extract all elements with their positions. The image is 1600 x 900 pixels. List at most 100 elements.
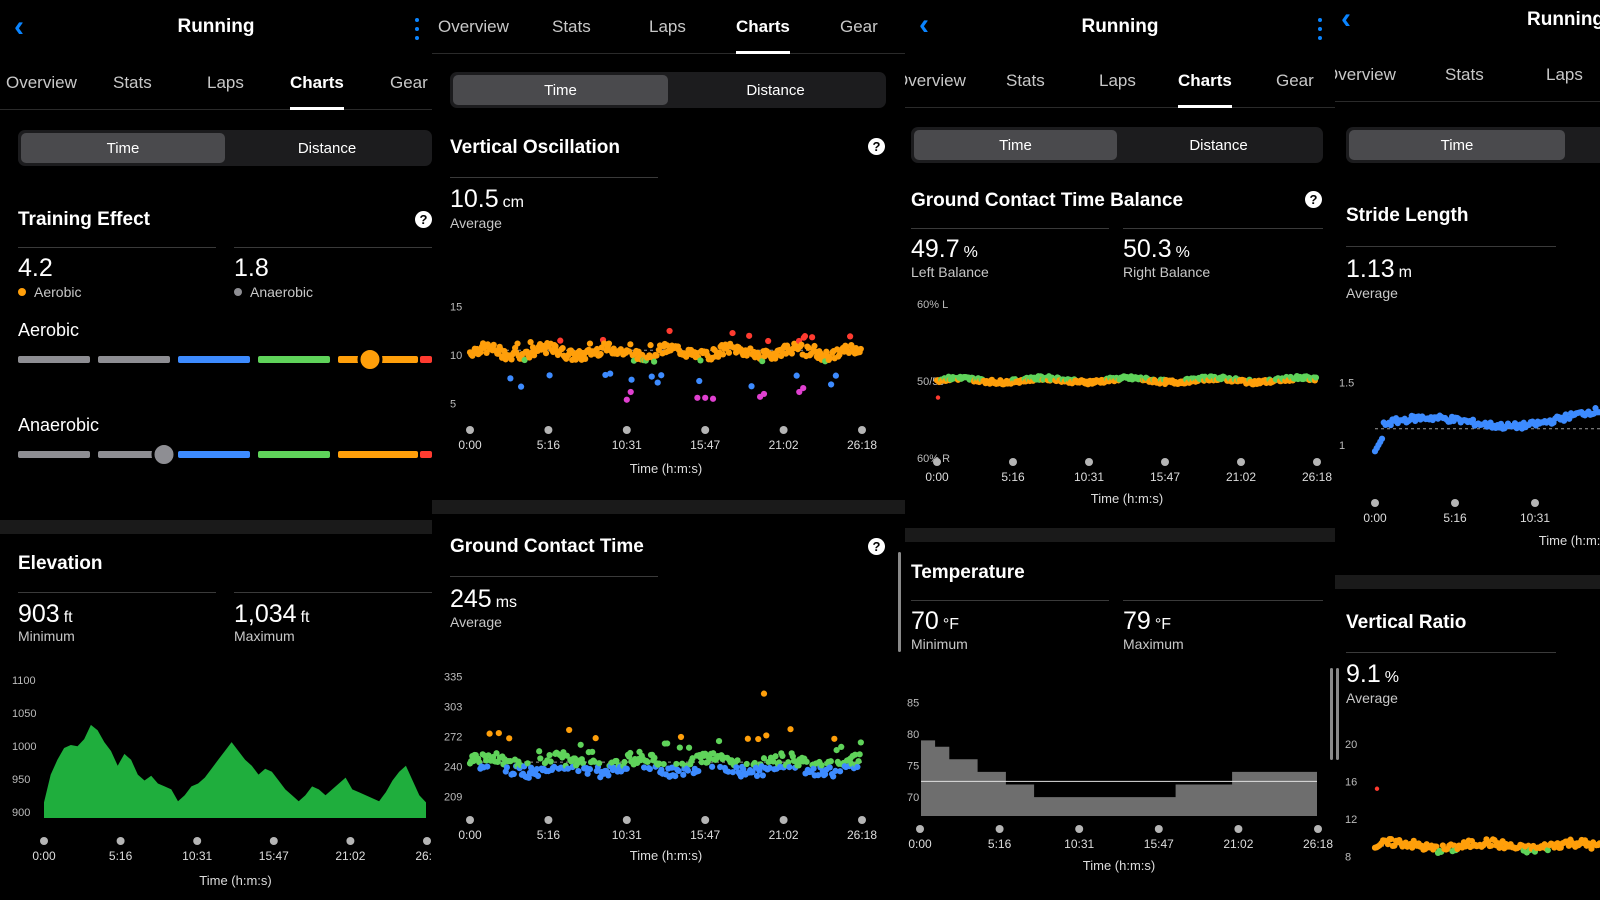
x-tick-dot <box>269 837 278 845</box>
back-chevron-icon[interactable]: ‹ <box>14 10 24 43</box>
aerobic-bar-label: Aerobic <box>18 320 80 340</box>
scrollbar[interactable] <box>898 552 901 652</box>
tab-charts[interactable]: Charts <box>1178 54 1232 108</box>
x-tick-dot <box>701 816 710 824</box>
help-icon[interactable]: ? <box>1305 191 1322 208</box>
effect-segment <box>178 356 250 363</box>
vo-data-point <box>651 358 658 365</box>
divider <box>1123 228 1323 229</box>
tab-gear[interactable]: Gear <box>390 73 428 92</box>
tab-stats[interactable]: Stats <box>552 17 591 36</box>
help-icon[interactable]: ? <box>868 538 885 555</box>
x-tick-label: 21:02 <box>769 828 799 842</box>
tab-gear[interactable]: Gear <box>1276 71 1314 90</box>
aerobic-label: Aerobic <box>18 284 81 300</box>
divider <box>911 228 1109 229</box>
tab-laps[interactable]: Laps <box>649 17 686 36</box>
x-tick-dot <box>858 816 866 824</box>
time-toggle-button[interactable]: Time <box>914 130 1117 160</box>
x-tick-dot <box>779 426 788 434</box>
x-tick-label: 21:02 <box>335 849 365 863</box>
elevation-min-value: 903 ft <box>18 600 73 628</box>
vo-data-point <box>546 372 553 379</box>
gct-data-point <box>577 741 584 748</box>
page-title: Running <box>177 16 255 37</box>
tab-overview[interactable]: Overview <box>1335 65 1396 84</box>
gct-data-point <box>786 764 793 771</box>
gct-data-point <box>763 732 770 739</box>
gct-data-point <box>685 744 693 751</box>
more-options-icon[interactable] <box>1317 18 1323 40</box>
back-chevron-icon[interactable]: ‹ <box>919 8 929 41</box>
tab-overview[interactable]: Overview <box>438 17 509 36</box>
temperature-min-label: Minimum <box>911 636 968 652</box>
tab-laps[interactable]: Laps <box>1546 65 1583 84</box>
gct-data-point <box>627 749 634 757</box>
tab-stats[interactable]: Stats <box>1006 71 1045 90</box>
vo-data-point <box>748 383 755 390</box>
vo-data-point <box>793 372 800 379</box>
vo-data-point <box>559 344 566 352</box>
gct-data-point <box>779 752 786 759</box>
back-chevron-icon[interactable]: ‹ <box>1341 2 1351 35</box>
gct-data-point <box>586 766 594 773</box>
vo-data-point <box>666 327 673 335</box>
vr-data-point <box>1544 847 1551 854</box>
distance-toggle-button[interactable]: Distance <box>1189 136 1248 154</box>
gct-data-point <box>830 773 837 780</box>
tab-charts[interactable]: Charts <box>290 56 344 110</box>
vo-data-point <box>654 379 661 386</box>
tab-laps[interactable]: Laps <box>1099 71 1136 90</box>
gct-data-point <box>744 735 751 742</box>
x-tick-label: 10:31 <box>182 849 212 863</box>
x-tick-label: 15:47 <box>259 849 289 863</box>
vo-data-point <box>729 329 736 337</box>
gct-data-point <box>831 735 838 742</box>
more-options-icon[interactable] <box>414 18 420 40</box>
y-tick-label: 16 <box>1345 776 1357 788</box>
gct-data-point <box>621 758 628 766</box>
distance-toggle-button[interactable]: Distance <box>297 139 357 157</box>
tab-stats[interactable]: Stats <box>1445 65 1484 84</box>
tab-stats[interactable]: Stats <box>113 73 152 92</box>
vo-data-point <box>809 334 816 341</box>
vo-data-point <box>582 355 589 362</box>
x-tick-dot <box>1314 825 1322 833</box>
tab-laps[interactable]: Laps <box>207 73 244 92</box>
x-tick-dot <box>1451 499 1459 507</box>
time-toggle-button[interactable]: Time <box>453 75 668 105</box>
vo-data-point <box>647 342 654 349</box>
x-tick-dot <box>40 837 48 845</box>
gct-data-point <box>810 765 817 772</box>
gct-balance-title: Ground Contact Time Balance <box>911 190 1184 211</box>
vo-data-point <box>719 351 727 358</box>
tab-overview[interactable]: Overview <box>6 73 77 92</box>
tab-charts[interactable]: Charts <box>736 0 790 54</box>
x-tick-dot <box>995 825 1004 833</box>
help-icon[interactable]: ? <box>415 211 432 228</box>
gct-data-point <box>563 752 570 759</box>
tab-overview[interactable]: Overview <box>905 71 966 90</box>
vo-data-point <box>759 358 766 365</box>
help-icon[interactable]: ? <box>868 138 885 155</box>
vo-data-point <box>805 344 812 351</box>
vo-data-point <box>811 342 818 350</box>
anaerobic-label: Anaerobic <box>234 284 313 300</box>
scrollbar[interactable] <box>1330 668 1333 760</box>
distance-toggle-button[interactable]: Distance <box>746 81 805 99</box>
x-tick-label: 26:18 <box>1302 470 1332 484</box>
gct-data-point <box>506 735 513 742</box>
gct-data-point <box>537 755 544 762</box>
vo-data-point <box>490 341 497 348</box>
effect-segment <box>178 451 250 458</box>
time-toggle-button[interactable]: Time <box>1349 130 1565 160</box>
x-tick-dot <box>116 837 125 845</box>
effect-segment <box>258 356 330 363</box>
y-tick-label: 272 <box>444 731 462 743</box>
time-toggle-button[interactable]: Time <box>21 133 225 163</box>
vo-data-point <box>477 349 484 356</box>
scrollbar[interactable] <box>1336 668 1339 760</box>
vo-data-point <box>826 355 834 362</box>
tab-gear[interactable]: Gear <box>840 17 878 36</box>
gct-data-point <box>759 772 766 779</box>
